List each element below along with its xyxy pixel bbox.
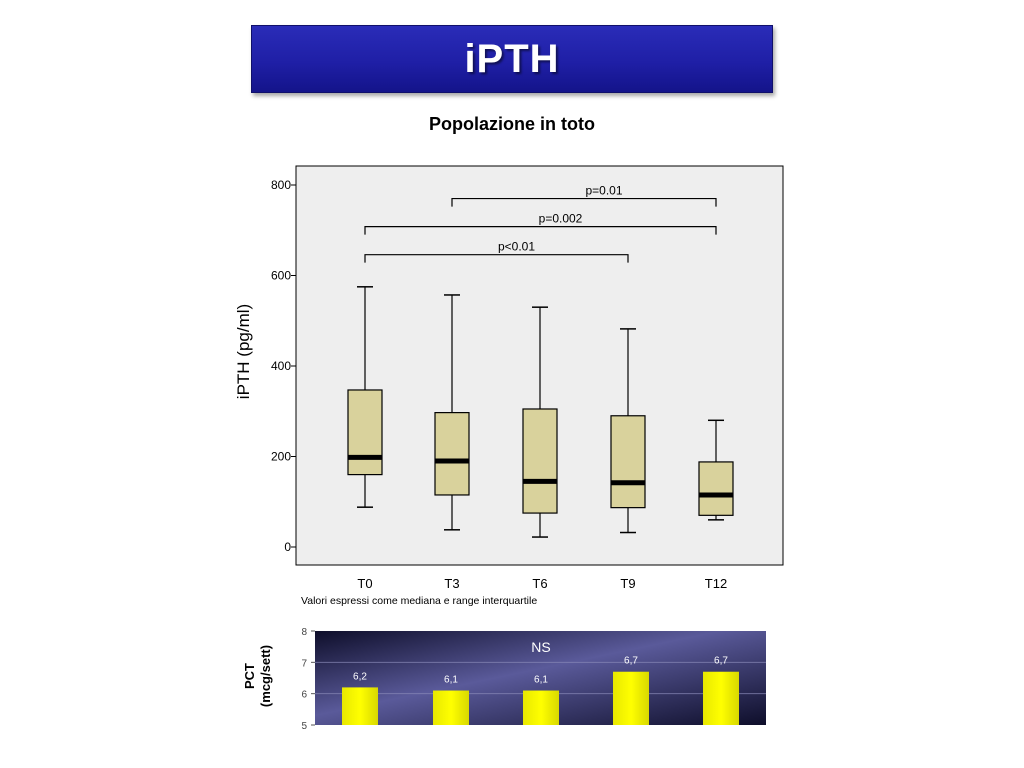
boxplot-y-tick-label: 0 <box>284 540 291 554</box>
boxplot-y-tick-label: 200 <box>271 450 291 464</box>
bar-chart-y-tick-label: 7 <box>301 658 307 669</box>
bar-value-label: 6,1 <box>534 675 548 686</box>
bar-value-label: 6,7 <box>714 656 728 667</box>
chart-footnote: Valori espressi come mediana e range int… <box>301 595 537 607</box>
bar-chart-annotation: NS <box>531 639 550 655</box>
box-iqr <box>523 409 557 513</box>
boxplot-x-tick-label: T0 <box>357 576 372 591</box>
boxplot-x-tick-label: T6 <box>532 576 547 591</box>
bar <box>342 687 378 725</box>
significance-label: p=0.002 <box>539 212 583 226</box>
bar-chart-y-tick-label: 5 <box>301 721 307 732</box>
boxplot-y-axis-label: iPTH (pg/ml) <box>234 304 253 399</box>
boxplot-x-tick-label: T3 <box>444 576 459 591</box>
bar <box>433 691 469 725</box>
significance-label: p=0.01 <box>585 184 622 198</box>
box-iqr <box>699 462 733 515</box>
significance-label: p<0.01 <box>498 240 535 254</box>
bar-value-label: 6,7 <box>624 656 638 667</box>
bar-chart-y-tick-label: 8 <box>301 627 307 638</box>
boxplot-y-tick-label: 600 <box>271 269 291 283</box>
boxplot-y-tick-label: 800 <box>271 178 291 192</box>
pct-y-axis-label-line1: PCT <box>242 616 258 736</box>
box-iqr <box>611 416 645 508</box>
bar <box>703 672 739 725</box>
boxplot-x-tick-label: T12 <box>705 576 727 591</box>
pct-y-axis-label-line2: (mcg/sett) <box>258 616 274 736</box>
boxplot-x-tick-label: T9 <box>620 576 635 591</box>
box-iqr <box>348 390 382 475</box>
box-iqr <box>435 413 469 495</box>
bar <box>523 691 559 725</box>
bar-value-label: 6,1 <box>444 675 458 686</box>
bar <box>613 672 649 725</box>
pct-y-axis-label: PCT (mcg/sett) <box>242 616 282 736</box>
bar-chart-y-tick-label: 6 <box>301 690 307 701</box>
boxplot-y-tick-label: 400 <box>271 359 291 373</box>
bar-value-label: 6,2 <box>353 671 367 682</box>
